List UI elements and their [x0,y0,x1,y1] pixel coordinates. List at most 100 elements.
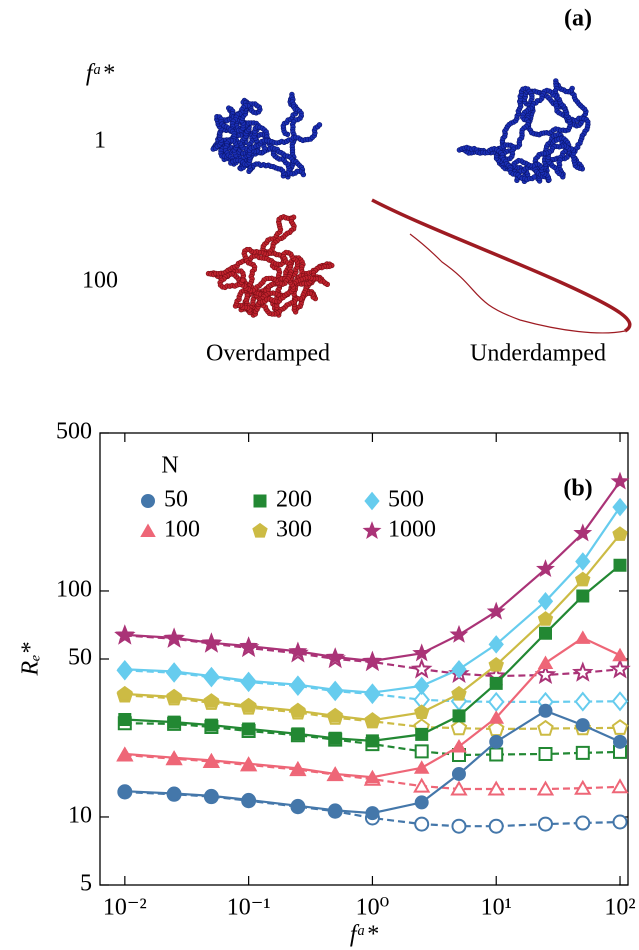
marker [449,624,469,643]
legend-item: 1000 [362,517,436,543]
row-header: fᵃ* [86,61,114,87]
marker [613,558,627,572]
y-tick-label: 100 [56,576,92,602]
marker [117,660,133,679]
legend-label: 100 [164,517,200,543]
marker [575,571,591,587]
marker [572,661,594,682]
x-tick-label: 10⁻¹ [227,895,271,921]
marker [414,744,429,759]
marker [414,795,429,810]
polymer-chain [371,198,632,333]
marker [488,818,504,834]
marker [536,780,555,796]
marker [290,675,306,694]
series [117,703,628,821]
marker [450,719,468,736]
marker [537,611,554,626]
series [118,558,627,748]
legend-label: 300 [276,517,312,543]
marker [575,718,590,733]
marker [364,683,381,702]
row-label: 100 [82,268,118,294]
marker [327,766,343,780]
x-tick-label: 10⁰ [356,895,390,921]
marker [240,697,257,713]
marker [327,680,343,700]
marker [166,750,182,764]
marker [362,651,382,670]
marker [451,766,466,781]
marker [573,523,593,542]
marker [364,491,380,511]
marker [253,494,267,508]
marker [327,707,343,723]
marker [166,662,182,681]
marker [487,691,505,712]
marker [612,647,628,662]
x-tick-label: 10⁻² [103,895,147,921]
marker [537,816,553,832]
legend-item: 500 [364,487,424,513]
marker [609,657,631,679]
y-tick-label: 500 [56,419,92,445]
polymer-conformations [205,78,591,318]
marker [486,601,506,620]
marker [412,643,432,662]
marker [203,752,220,767]
legend-item: 300 [252,517,312,543]
legend-item: 200 [253,487,312,513]
marker [242,722,256,736]
polymer-blob [205,214,335,318]
marker [574,630,591,644]
marker [488,710,505,724]
marker [140,523,156,537]
marker [167,715,181,729]
marker [240,671,257,691]
marker [612,814,628,830]
marker [489,747,504,762]
marker [574,691,592,712]
marker [538,703,553,718]
marker [115,624,135,643]
panel-label: (b) [563,476,592,502]
x-axis-label: fᵃ* [350,922,378,948]
marker [414,816,430,832]
marker [240,756,257,770]
marker [537,719,554,736]
marker [539,626,552,640]
marker [451,818,467,834]
marker [325,647,345,666]
x-tick-label: 10² [604,895,635,921]
marker [204,718,218,732]
marker [362,521,382,540]
marker [612,526,628,541]
panel-label: (a) [564,6,592,32]
marker [290,760,306,775]
marker [410,657,433,679]
marker [167,786,182,801]
polymer-chain [409,233,626,334]
marker [536,559,555,578]
marker [451,660,467,679]
series [117,497,628,702]
marker [166,688,182,704]
marker [291,727,305,741]
polymer-blob [210,91,323,180]
monomer [316,122,323,128]
plot-area: 10⁻² 10⁻¹ 10⁰ 10¹ 10² 5 10 50 100 500 fᵃ* Rₑ* (b) N 50… [18,419,636,948]
marker [575,745,590,760]
marker [534,663,557,685]
marker [613,734,628,749]
marker [239,636,259,655]
monomer [240,277,246,283]
marker [538,747,553,761]
marker [290,702,306,718]
marker [365,806,380,821]
marker [328,731,342,745]
series [115,471,630,670]
marker [487,780,505,796]
marker [118,713,132,726]
marker [537,655,554,669]
